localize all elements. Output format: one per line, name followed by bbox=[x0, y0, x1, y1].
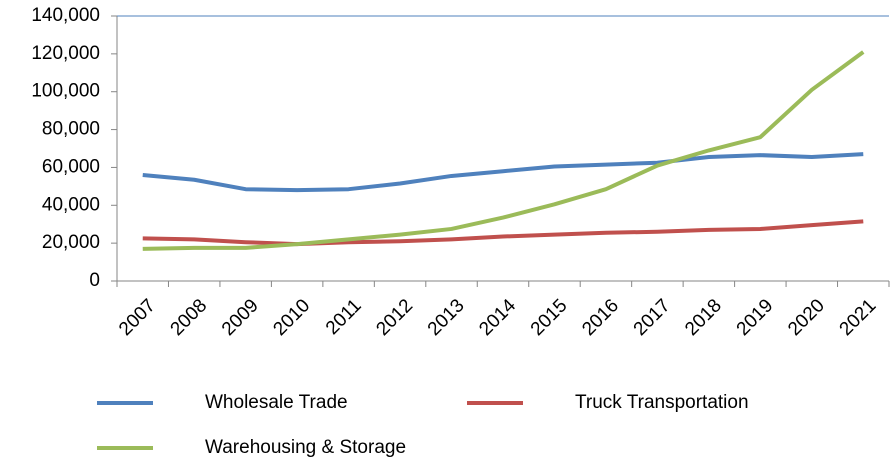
y-tick-label: 140,000 bbox=[31, 5, 100, 26]
x-tick-label: 2015 bbox=[527, 295, 572, 340]
x-tick-label: 2007 bbox=[115, 295, 160, 340]
x-tick-label: 2011 bbox=[322, 295, 366, 339]
y-tick-label: 100,000 bbox=[31, 81, 100, 102]
series-line bbox=[142, 152, 864, 193]
y-tick-label: 80,000 bbox=[42, 119, 100, 140]
y-tick-label: 120,000 bbox=[31, 43, 100, 64]
y-tick-label: 60,000 bbox=[42, 156, 100, 177]
series-line bbox=[142, 50, 865, 251]
y-tick-label: 20,000 bbox=[42, 232, 100, 253]
x-tick-label: 2009 bbox=[218, 295, 263, 340]
x-tick-label: 2019 bbox=[733, 295, 778, 340]
legend-label: Truck Transportation bbox=[575, 392, 749, 413]
legend-label: Warehousing & Storage bbox=[205, 437, 406, 458]
x-tick-label: 2008 bbox=[167, 295, 212, 340]
x-tick-label: 2020 bbox=[784, 295, 829, 340]
x-tick-label: 2018 bbox=[681, 295, 726, 340]
series-line bbox=[142, 219, 864, 247]
y-tick-label: 0 bbox=[89, 270, 100, 291]
y-tick-label: 40,000 bbox=[42, 194, 100, 215]
x-tick-label: 2014 bbox=[475, 295, 520, 340]
x-tick-label: 2013 bbox=[424, 295, 469, 340]
legend-label: Wholesale Trade bbox=[205, 392, 348, 413]
x-tick-label: 2017 bbox=[630, 295, 675, 340]
x-tick-label: 2016 bbox=[578, 295, 623, 340]
x-tick-label: 2021 bbox=[836, 295, 881, 340]
x-tick-label: 2012 bbox=[372, 295, 417, 340]
x-tick-label: 2010 bbox=[269, 295, 314, 340]
